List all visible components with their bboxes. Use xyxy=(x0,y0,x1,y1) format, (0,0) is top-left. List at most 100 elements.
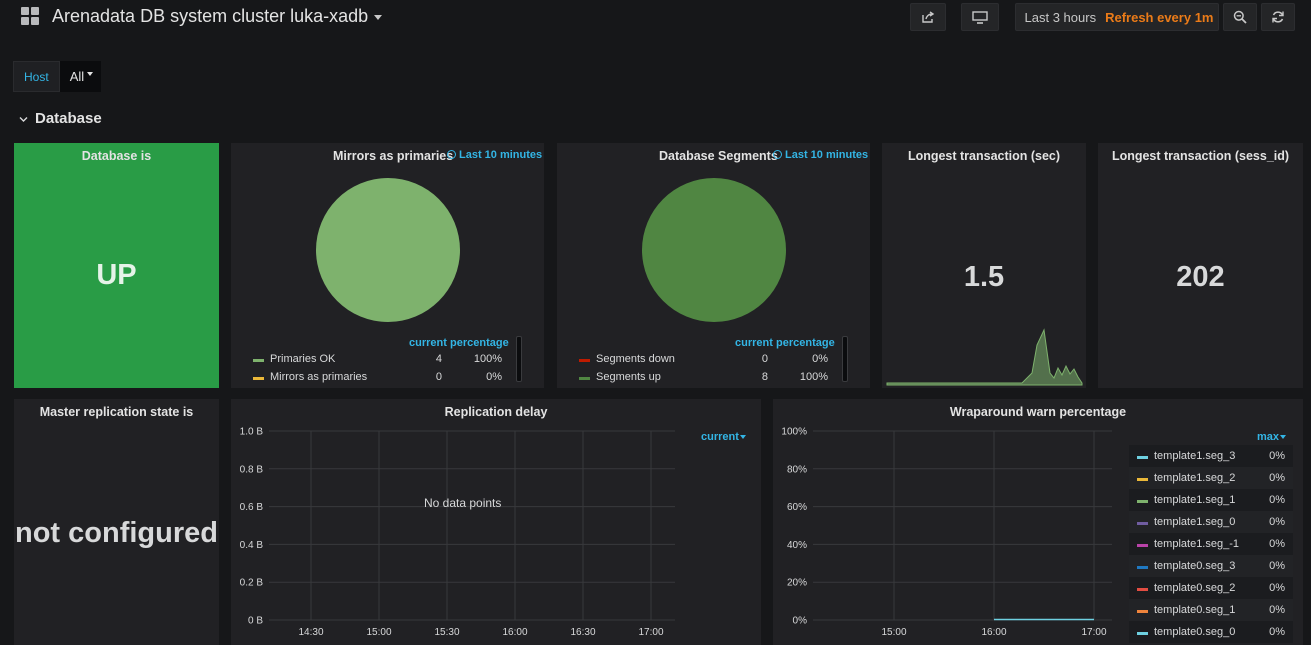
series-swatch xyxy=(1137,478,1148,481)
legend-item[interactable]: template1.seg_2 0% xyxy=(1129,467,1293,489)
series-swatch xyxy=(1137,544,1148,547)
legend-item[interactable]: template0.seg_0 0% xyxy=(1129,621,1293,643)
share-button[interactable] xyxy=(910,3,946,31)
apps-icon[interactable] xyxy=(21,7,41,27)
variable-label: Host xyxy=(13,61,60,92)
series-name: Segments down xyxy=(596,353,675,365)
panel-longest-transaction-sec[interactable]: Longest transaction (sec) 1.5 xyxy=(882,143,1086,388)
panel-title: Longest transaction (sec) xyxy=(907,149,1061,163)
panel-longest-transaction-sess-id[interactable]: Longest transaction (sess_id) 202 xyxy=(1098,143,1303,388)
y-tick-label: 1.0 B xyxy=(240,427,264,438)
time-range-label: Last 3 hours xyxy=(1024,9,1097,25)
panel-title: Database Segments xyxy=(659,149,778,163)
legend-item[interactable]: template0.seg_3 0% xyxy=(1129,555,1293,577)
legend-header-percentage[interactable]: percentage xyxy=(450,337,509,349)
singlestat-value: 202 xyxy=(1176,261,1225,293)
pie-slice-primaries-ok xyxy=(316,178,460,322)
time-info-label: Last 10 minutes xyxy=(785,149,869,161)
legend-item[interactable]: template1.seg_1 0% xyxy=(1129,489,1293,511)
panel-title: Master replication state is xyxy=(39,405,194,419)
legend-header-label: max xyxy=(1257,431,1280,443)
zoom-out-icon xyxy=(1233,10,1247,24)
y-tick-label: 80% xyxy=(787,464,807,475)
panel-wraparound-warn-percentage[interactable]: Wraparound warn percentage 100% 80% 60% 40%… xyxy=(773,399,1303,645)
series-swatch xyxy=(1137,588,1148,591)
dashboard-title-picker[interactable]: Arenadata DB system cluster luka-xadb xyxy=(52,6,383,27)
tv-mode-button[interactable] xyxy=(961,3,999,31)
x-tick-label: 17:00 xyxy=(638,627,663,638)
legend-header-current[interactable]: current xyxy=(701,431,746,443)
series-name: template0.seg_2 xyxy=(1154,582,1236,594)
host-variable-dropdown[interactable]: All xyxy=(59,61,102,92)
series-name: Segments up xyxy=(596,371,661,383)
legend-item[interactable]: Segments down 0 0% xyxy=(579,351,839,369)
series-max: 0% xyxy=(1269,560,1285,572)
legend-item[interactable]: template0.seg_2 0% xyxy=(1129,577,1293,599)
legend-item[interactable]: template0.seg_1 0% xyxy=(1129,599,1293,621)
share-icon xyxy=(922,11,935,23)
y-tick-label: 100% xyxy=(781,427,807,438)
zoom-out-button[interactable] xyxy=(1223,3,1257,31)
legend-header-current[interactable]: current xyxy=(735,337,773,349)
template-variable-host: Host All xyxy=(13,61,102,92)
time-info: Last 10 minutes xyxy=(773,149,868,161)
panel-database-status[interactable]: Database is UP xyxy=(14,143,219,388)
series-name: Primaries OK xyxy=(270,353,336,365)
legend-item[interactable]: Primaries OK 4 100% xyxy=(253,351,513,369)
series-name: template0.seg_1 xyxy=(1154,604,1236,616)
legend-item[interactable]: Segments up 8 100% xyxy=(579,369,839,387)
x-tick-label: 15:00 xyxy=(366,627,391,638)
legend-scrollbar[interactable] xyxy=(516,336,522,382)
pie-legend: Primaries OK 4 100% Mirrors as primaries… xyxy=(253,351,513,388)
graph-area[interactable]: 1.0 B 0.8 B 0.6 B 0.4 B 0.2 B 0 B 14:30 15:00 15… xyxy=(231,399,761,645)
panel-database-segments[interactable]: Database Segments Last 10 minutes curren… xyxy=(557,143,870,388)
panel-master-replication-state[interactable]: Master replication state is not configur… xyxy=(14,399,219,645)
row-collapse-toggle[interactable]: Database xyxy=(19,110,102,127)
series-swatch xyxy=(1137,566,1148,569)
series-swatch xyxy=(1137,500,1148,503)
legend-header-max[interactable]: max xyxy=(1257,431,1287,443)
graph-area[interactable]: 100% 80% 60% 40% 20% 0% 15:00 16:00 17:00 xyxy=(773,399,1118,645)
time-picker-button[interactable]: Last 3 hours Refresh every 1m xyxy=(1015,3,1219,31)
series-max: 0% xyxy=(1269,604,1285,616)
legend-header-current[interactable]: current xyxy=(409,337,447,349)
sparkline-area xyxy=(886,328,1083,386)
legend-item[interactable]: template1.seg_3 0% xyxy=(1129,445,1293,467)
singlestat-value: not configured xyxy=(15,517,218,549)
legend-item[interactable]: template1.seg_0 0% xyxy=(1129,511,1293,533)
time-info-label: Last 10 minutes xyxy=(459,149,543,161)
legend-item[interactable]: template1.seg_-1 0% xyxy=(1129,533,1293,555)
panel-mirrors-as-primaries[interactable]: Mirrors as primaries Last 10 minutes cur… xyxy=(231,143,544,388)
series-name: Mirrors as primaries xyxy=(270,371,368,383)
y-tick-label: 0.8 B xyxy=(240,464,264,475)
no-data-message: No data points xyxy=(424,496,502,510)
panel-replication-delay[interactable]: Replication delay 1.0 B 0.8 B 0.6 B 0.4 B 0.… xyxy=(231,399,761,645)
singlestat-value: 1.5 xyxy=(963,261,1005,293)
singlestat-value: UP xyxy=(96,259,137,291)
panel-title: Mirrors as primaries xyxy=(333,149,454,163)
series-swatch xyxy=(253,377,264,380)
pie-legend: Segments down 0 0% Segments up 8 100% xyxy=(579,351,839,388)
chevron-down-icon xyxy=(19,117,28,122)
series-max: 0% xyxy=(1269,626,1285,638)
series-swatch xyxy=(579,377,590,380)
variable-value: All xyxy=(69,69,85,84)
series-current: 0 xyxy=(435,371,442,383)
panel-title: Wraparound warn percentage xyxy=(949,405,1127,419)
dashboard-title: Arenadata DB system cluster luka-xadb xyxy=(52,6,369,26)
y-tick-label: 40% xyxy=(787,540,807,551)
x-tick-label: 16:00 xyxy=(502,627,527,638)
series-percentage: 100% xyxy=(799,371,828,383)
clock-icon xyxy=(773,150,782,159)
legend-scrollbar[interactable] xyxy=(842,336,848,382)
refresh-button[interactable] xyxy=(1261,3,1295,31)
series-current: 4 xyxy=(435,353,442,365)
panel-title: Longest transaction (sess_id) xyxy=(1111,149,1290,163)
series-max: 0% xyxy=(1269,472,1285,484)
sparkline xyxy=(886,328,1083,386)
legend-item[interactable]: Mirrors as primaries 0 0% xyxy=(253,369,513,387)
refresh-icon xyxy=(1272,11,1284,23)
series-percentage: 100% xyxy=(473,353,502,365)
time-info: Last 10 minutes xyxy=(447,149,542,161)
legend-header-percentage[interactable]: percentage xyxy=(776,337,835,349)
